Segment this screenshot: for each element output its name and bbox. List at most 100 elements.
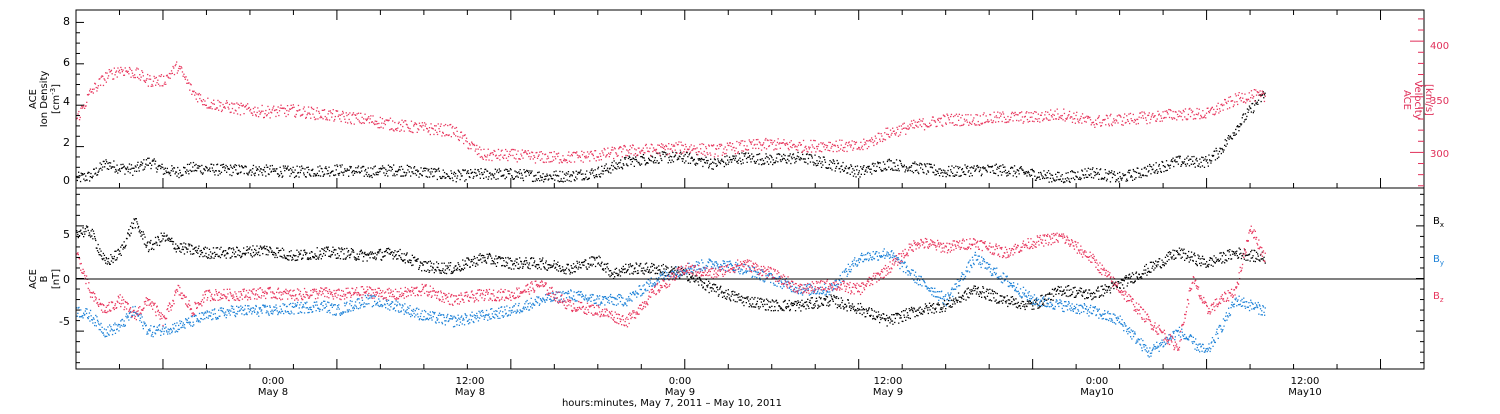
data-point xyxy=(884,163,886,165)
data-point xyxy=(710,162,712,165)
data-point xyxy=(1201,117,1203,119)
data-point xyxy=(604,268,607,270)
data-point xyxy=(1205,112,1208,114)
data-point xyxy=(610,274,612,277)
data-point xyxy=(318,256,320,258)
data-point xyxy=(1023,120,1025,123)
data-point xyxy=(1010,113,1013,115)
data-point xyxy=(1040,171,1042,174)
data-point xyxy=(959,175,962,177)
data-point xyxy=(653,264,655,266)
data-point xyxy=(1192,163,1194,165)
data-point xyxy=(1112,121,1114,123)
data-point xyxy=(506,264,508,267)
data-point xyxy=(317,166,319,168)
data-point xyxy=(1234,134,1236,136)
data-point xyxy=(591,265,593,267)
data-point xyxy=(284,112,286,114)
data-point xyxy=(381,259,383,261)
data-point xyxy=(1123,116,1125,119)
data-point xyxy=(919,124,921,126)
data-point xyxy=(1263,97,1265,99)
data-point xyxy=(728,161,730,163)
data-point xyxy=(520,177,522,179)
data-point xyxy=(231,174,233,177)
data-point xyxy=(468,176,470,178)
data-point xyxy=(1228,96,1230,99)
data-point xyxy=(356,113,358,115)
data-point xyxy=(1190,158,1192,160)
data-point xyxy=(158,244,161,247)
data-point xyxy=(403,253,405,255)
data-point xyxy=(826,145,829,147)
data-point xyxy=(441,135,443,137)
data-point xyxy=(604,165,606,167)
data-point xyxy=(1021,168,1023,170)
data-point xyxy=(268,251,270,253)
data-point xyxy=(867,140,869,142)
data-point xyxy=(1101,177,1103,179)
data-point xyxy=(616,168,618,170)
data-point xyxy=(164,172,166,175)
data-point xyxy=(274,252,277,255)
data-point xyxy=(801,305,804,307)
data-point xyxy=(169,172,171,174)
data-point xyxy=(526,262,528,264)
data-point xyxy=(231,102,233,104)
data-point xyxy=(975,168,977,170)
data-point xyxy=(502,156,504,158)
data-point xyxy=(1122,124,1124,126)
data-point xyxy=(107,260,109,263)
data-point xyxy=(791,304,793,307)
data-point xyxy=(840,165,842,168)
data-point xyxy=(815,163,817,165)
data-point xyxy=(549,151,551,154)
data-point xyxy=(603,170,605,172)
data-point xyxy=(411,131,413,133)
data-point xyxy=(168,237,170,239)
data-point xyxy=(967,171,969,173)
data-point xyxy=(1083,174,1085,176)
data-point xyxy=(461,268,463,270)
data-point xyxy=(892,130,895,132)
data-point xyxy=(476,174,478,176)
data-point xyxy=(1034,118,1037,120)
data-point xyxy=(375,123,377,125)
data-point xyxy=(314,173,316,175)
data-point xyxy=(717,158,719,160)
data-point xyxy=(435,169,437,171)
data-point xyxy=(481,254,484,256)
data-point xyxy=(263,247,265,249)
data-point xyxy=(243,113,245,115)
data-point xyxy=(275,254,277,256)
data-point xyxy=(1017,170,1020,172)
data-point xyxy=(226,171,228,173)
data-point xyxy=(494,168,496,170)
data-point xyxy=(89,176,91,178)
data-point xyxy=(1096,123,1098,126)
data-point xyxy=(645,262,648,264)
data-point xyxy=(507,170,509,172)
data-point xyxy=(1263,100,1266,103)
data-point xyxy=(280,170,282,173)
data-point xyxy=(658,144,660,146)
data-point xyxy=(595,175,597,177)
data-point xyxy=(1224,99,1226,101)
data-point xyxy=(544,268,546,270)
data-point xyxy=(1069,117,1071,119)
data-point xyxy=(627,268,629,271)
data-point xyxy=(584,178,586,180)
data-point xyxy=(214,170,217,172)
data-point xyxy=(178,247,180,250)
data-point xyxy=(794,310,797,312)
data-point xyxy=(684,143,687,146)
data-point xyxy=(1190,109,1192,111)
data-point xyxy=(363,122,365,124)
data-point xyxy=(413,125,415,127)
data-point xyxy=(844,146,846,149)
data-point xyxy=(162,85,164,87)
data-point xyxy=(145,159,148,161)
data-point xyxy=(1160,171,1162,173)
data-point xyxy=(1064,181,1066,183)
data-point xyxy=(409,166,411,168)
